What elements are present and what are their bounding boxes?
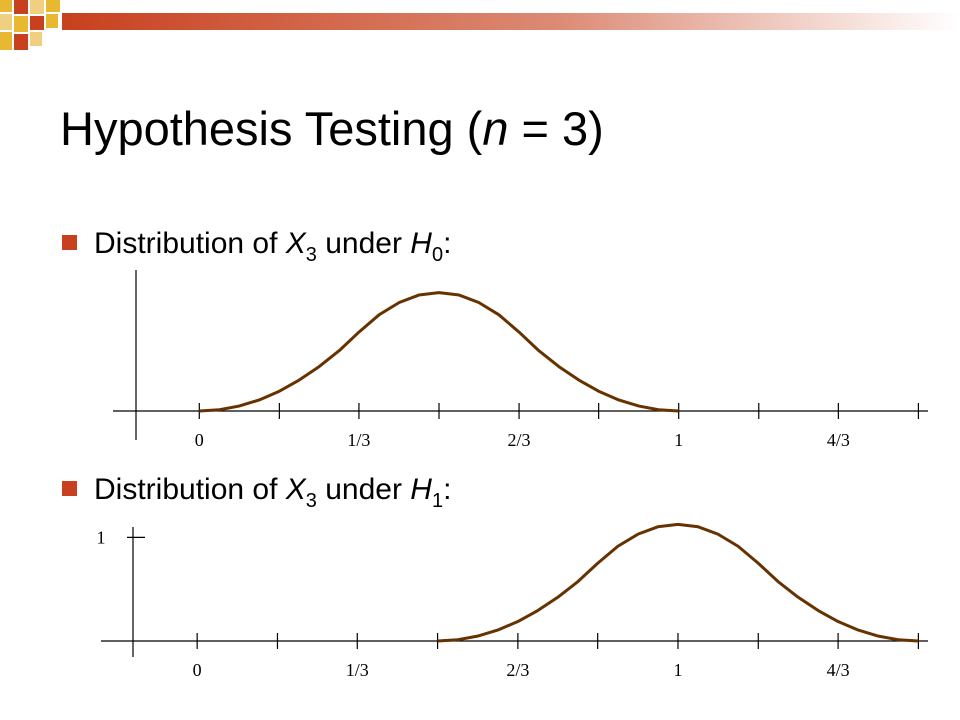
x-tick-label: 1/3 xyxy=(346,660,369,680)
text-run: : xyxy=(443,473,451,506)
bullet-text: Distribution of X3 under H0: xyxy=(94,227,451,266)
density-curve xyxy=(437,522,919,643)
text-run: under xyxy=(317,227,410,260)
bullet-marker xyxy=(62,481,77,496)
x-tick-label: 1 xyxy=(674,430,683,450)
x-tick-label: 0 xyxy=(195,430,204,450)
x-tick-label: 2/3 xyxy=(506,660,529,680)
text-run: under xyxy=(317,473,410,506)
title-text: n xyxy=(482,102,508,155)
subscript: 3 xyxy=(306,244,317,266)
bullet-text: Distribution of X3 under H1: xyxy=(94,473,451,512)
x-tick-label: 0 xyxy=(193,660,202,680)
y-tick-label: 1 xyxy=(97,527,106,547)
text-run: Distribution of xyxy=(94,473,286,506)
bullet-item: Distribution of X3 under H0: xyxy=(62,227,451,266)
title-text: Hypothesis Testing ( xyxy=(60,102,483,155)
x-tick-label: 4/3 xyxy=(827,660,850,680)
text-run: X xyxy=(285,227,307,260)
title-text: = 3) xyxy=(508,102,603,155)
text-run: X xyxy=(285,473,307,506)
slide-title: Hypothesis Testing (n = 3) xyxy=(60,102,604,155)
x-tick-label: 1/3 xyxy=(347,430,370,450)
x-tick-label: 4/3 xyxy=(827,430,850,450)
text-run: H xyxy=(410,473,432,506)
subscript: 0 xyxy=(432,244,443,266)
subscript: 1 xyxy=(432,490,443,512)
bullet-item: Distribution of X3 under H1: xyxy=(62,473,451,512)
subscript: 3 xyxy=(306,490,317,512)
text-run: : xyxy=(443,227,451,260)
density-curve xyxy=(199,291,679,413)
x-tick-label: 2/3 xyxy=(508,430,531,450)
x-tick-label: 1 xyxy=(673,660,682,680)
bullet-marker xyxy=(62,235,77,250)
text-run: H xyxy=(410,227,432,260)
text-run: Distribution of xyxy=(94,227,286,260)
header-decoration xyxy=(0,0,960,50)
